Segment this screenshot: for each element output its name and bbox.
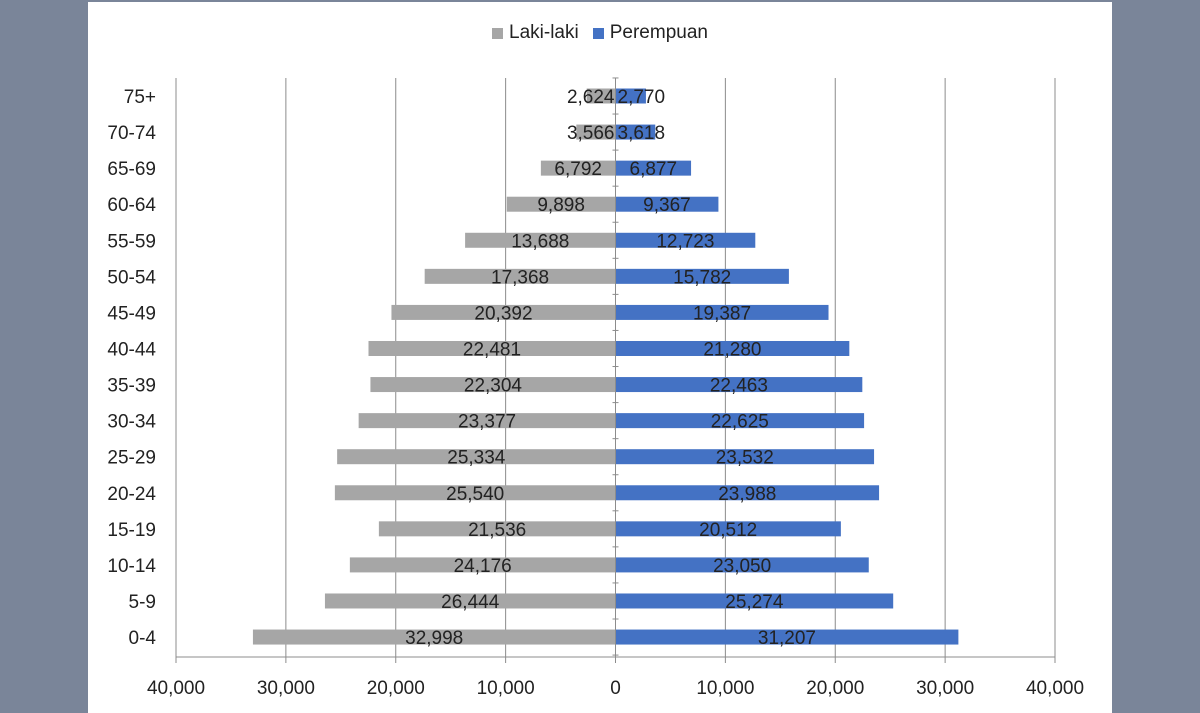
bar-female-75+	[615, 88, 646, 104]
bar-female-45-49	[615, 304, 829, 320]
y-tick-label-60-64: 60-64	[107, 195, 156, 216]
data-label-female-20-24: 23,988	[718, 484, 776, 505]
bar-female-15-19	[615, 521, 841, 537]
data-label-male-5-9: 26,444	[441, 592, 500, 613]
x-tick-label-4: 0	[610, 678, 621, 699]
bar-female-40-44	[615, 340, 850, 356]
bar-male-45-49	[391, 304, 616, 320]
data-label-female-65-69: 6,877	[630, 159, 678, 180]
data-label-male-40-44: 22,481	[463, 339, 521, 360]
bar-female-50-54	[615, 268, 789, 284]
x-tick-label-8: 40,000	[1026, 678, 1084, 699]
data-label-female-55-59: 12,723	[656, 231, 714, 252]
data-label-female-70-74: 3,618	[618, 123, 666, 144]
data-label-male-20-24: 25,540	[446, 484, 504, 505]
y-tick-label-0-4: 0-4	[129, 628, 157, 649]
data-label-female-60-64: 9,367	[643, 195, 691, 216]
legend-label-female: Perempuan	[609, 22, 708, 43]
x-tick-label-5: 10,000	[696, 678, 754, 699]
y-tick-label-50-54: 50-54	[107, 267, 156, 288]
data-label-female-30-34: 22,625	[711, 412, 769, 433]
y-tick-label-20-24: 20-24	[107, 484, 156, 505]
bar-male-65-69	[540, 160, 616, 176]
y-tick-label-70-74: 70-74	[107, 123, 156, 144]
bar-male-55-59	[465, 232, 616, 248]
data-label-male-65-69: 6,792	[554, 159, 602, 180]
y-tick-label-40-44: 40-44	[107, 339, 156, 360]
data-label-male-30-34: 23,377	[458, 412, 516, 433]
data-label-male-35-39: 22,304	[464, 376, 523, 397]
bar-female-70-74	[615, 124, 656, 140]
legend-label-male: Laki-laki	[509, 22, 579, 43]
bar-female-35-39	[615, 377, 863, 393]
bar-female-55-59	[615, 232, 756, 248]
y-tick-label-65-69: 65-69	[107, 159, 156, 180]
data-label-male-0-4: 32,998	[405, 628, 463, 649]
data-label-female-40-44: 21,280	[703, 339, 761, 360]
bar-male-70-74	[576, 124, 616, 140]
data-label-female-15-19: 20,512	[699, 520, 757, 541]
bar-male-0-4	[252, 629, 616, 645]
bar-female-0-4	[615, 629, 959, 645]
bar-male-75+	[586, 88, 616, 104]
bar-female-5-9	[615, 593, 894, 609]
bar-male-60-64	[506, 196, 616, 212]
bar-male-10-14	[349, 557, 616, 573]
data-label-female-10-14: 23,050	[713, 556, 771, 577]
data-label-female-75+: 2,770	[618, 87, 666, 108]
bar-female-60-64	[615, 196, 719, 212]
data-label-female-25-29: 23,532	[716, 448, 774, 469]
legend-item-male[interactable]: Laki-laki	[492, 22, 579, 44]
bar-male-40-44	[368, 340, 616, 356]
y-tick-label-30-34: 30-34	[107, 412, 156, 433]
data-label-female-35-39: 22,463	[710, 376, 768, 397]
data-label-male-60-64: 9,898	[537, 195, 585, 216]
y-tick-label-25-29: 25-29	[107, 448, 156, 469]
bar-male-30-34	[358, 413, 616, 429]
data-label-male-50-54: 17,368	[491, 267, 549, 288]
y-tick-label-10-14: 10-14	[107, 556, 156, 577]
data-label-female-50-54: 15,782	[673, 267, 731, 288]
data-label-male-75+: 2,624	[567, 87, 615, 108]
bar-male-25-29	[337, 449, 616, 465]
legend-swatch-male	[492, 27, 504, 39]
x-tick-label-3: 10,000	[477, 678, 535, 699]
y-tick-label-5-9: 5-9	[129, 592, 156, 613]
x-tick-label-6: 20,000	[806, 678, 864, 699]
bar-female-30-34	[615, 413, 865, 429]
legend-item-female[interactable]: Perempuan	[592, 22, 708, 44]
bar-female-65-69	[615, 160, 692, 176]
data-label-female-5-9: 25,274	[725, 592, 784, 613]
bar-female-25-29	[615, 449, 875, 465]
data-label-male-25-29: 25,334	[447, 448, 506, 469]
bar-male-35-39	[370, 377, 616, 393]
data-label-male-15-19: 21,536	[468, 520, 526, 541]
bar-male-20-24	[334, 485, 616, 501]
data-label-male-55-59: 13,688	[511, 231, 569, 252]
data-label-male-10-14: 24,176	[454, 556, 512, 577]
bar-male-5-9	[324, 593, 616, 609]
data-label-male-70-74: 3,566	[567, 123, 615, 144]
bar-male-50-54	[424, 268, 616, 284]
y-tick-label-55-59: 55-59	[107, 231, 156, 252]
y-tick-label-45-49: 45-49	[107, 303, 156, 324]
bar-female-20-24	[615, 485, 880, 501]
chart-panel: Laki-laki Perempuan 40,000 30,000 20,000 10…	[88, 2, 1112, 713]
y-tick-label-15-19: 15-19	[107, 520, 156, 541]
legend-swatch-female	[592, 27, 604, 39]
data-label-female-45-49: 19,387	[693, 303, 751, 324]
bar-female-10-14	[615, 557, 869, 573]
bar-male-15-19	[378, 521, 616, 537]
legend: Laki-laki Perempuan	[88, 22, 1112, 44]
x-tick-label-1: 30,000	[257, 678, 315, 699]
x-tick-label-0: 40,000	[147, 678, 205, 699]
population-pyramid-chart: 40,000 30,000 20,000 10,000 0 10,000 20,000 30,…	[107, 77, 1084, 699]
data-label-male-45-49: 20,392	[474, 303, 532, 324]
y-tick-label-75+: 75+	[124, 87, 156, 108]
y-tick-label-35-39: 35-39	[107, 376, 156, 397]
x-tick-label-2: 20,000	[367, 678, 425, 699]
x-tick-label-7: 30,000	[916, 678, 974, 699]
data-label-female-0-4: 31,207	[758, 628, 816, 649]
